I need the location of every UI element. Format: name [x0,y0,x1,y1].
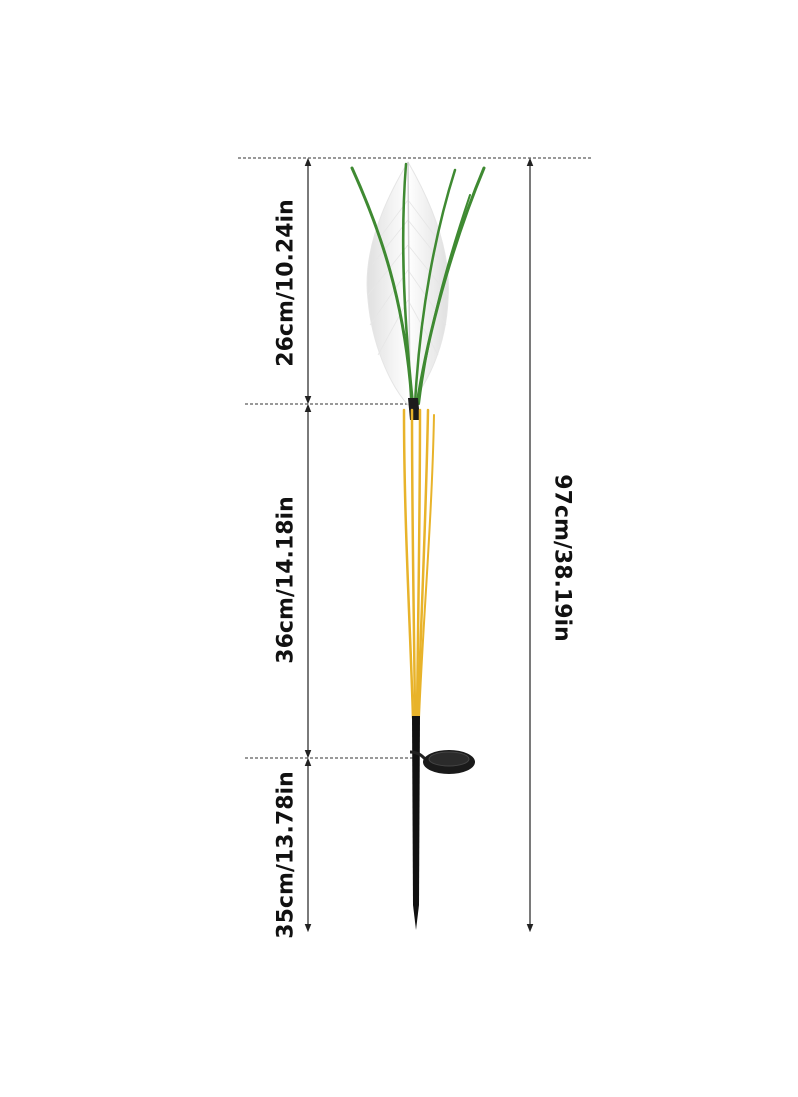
stem-fiber [402,408,415,720]
reference-lines [238,157,593,759]
yellow-stems [402,408,435,720]
bottom-section-dimension-label: 35cm/13.78in [273,771,299,939]
ground-stake [412,716,420,930]
reed-leaves [350,162,486,406]
reed-leaf [418,194,471,405]
stem-fiber [416,408,430,720]
stem-fiber [410,408,417,720]
stake-shaft [412,716,420,905]
solar-panel [409,750,475,774]
stake-tip [413,905,419,930]
stem-fiber [418,414,435,719]
middle-section-dimension-label: 36cm/14.18in [273,496,299,664]
stem-fiber [415,408,422,720]
reed-leaf [413,168,457,406]
reed-leaf [401,162,415,406]
dimension-arrows [304,157,534,933]
solar-panel-surface [428,751,470,767]
leaf-clip [408,398,420,420]
total-height-dimension-label: 97cm/38.19in [549,474,575,642]
top-section-dimension-label: 26cm/10.24in [273,199,299,367]
